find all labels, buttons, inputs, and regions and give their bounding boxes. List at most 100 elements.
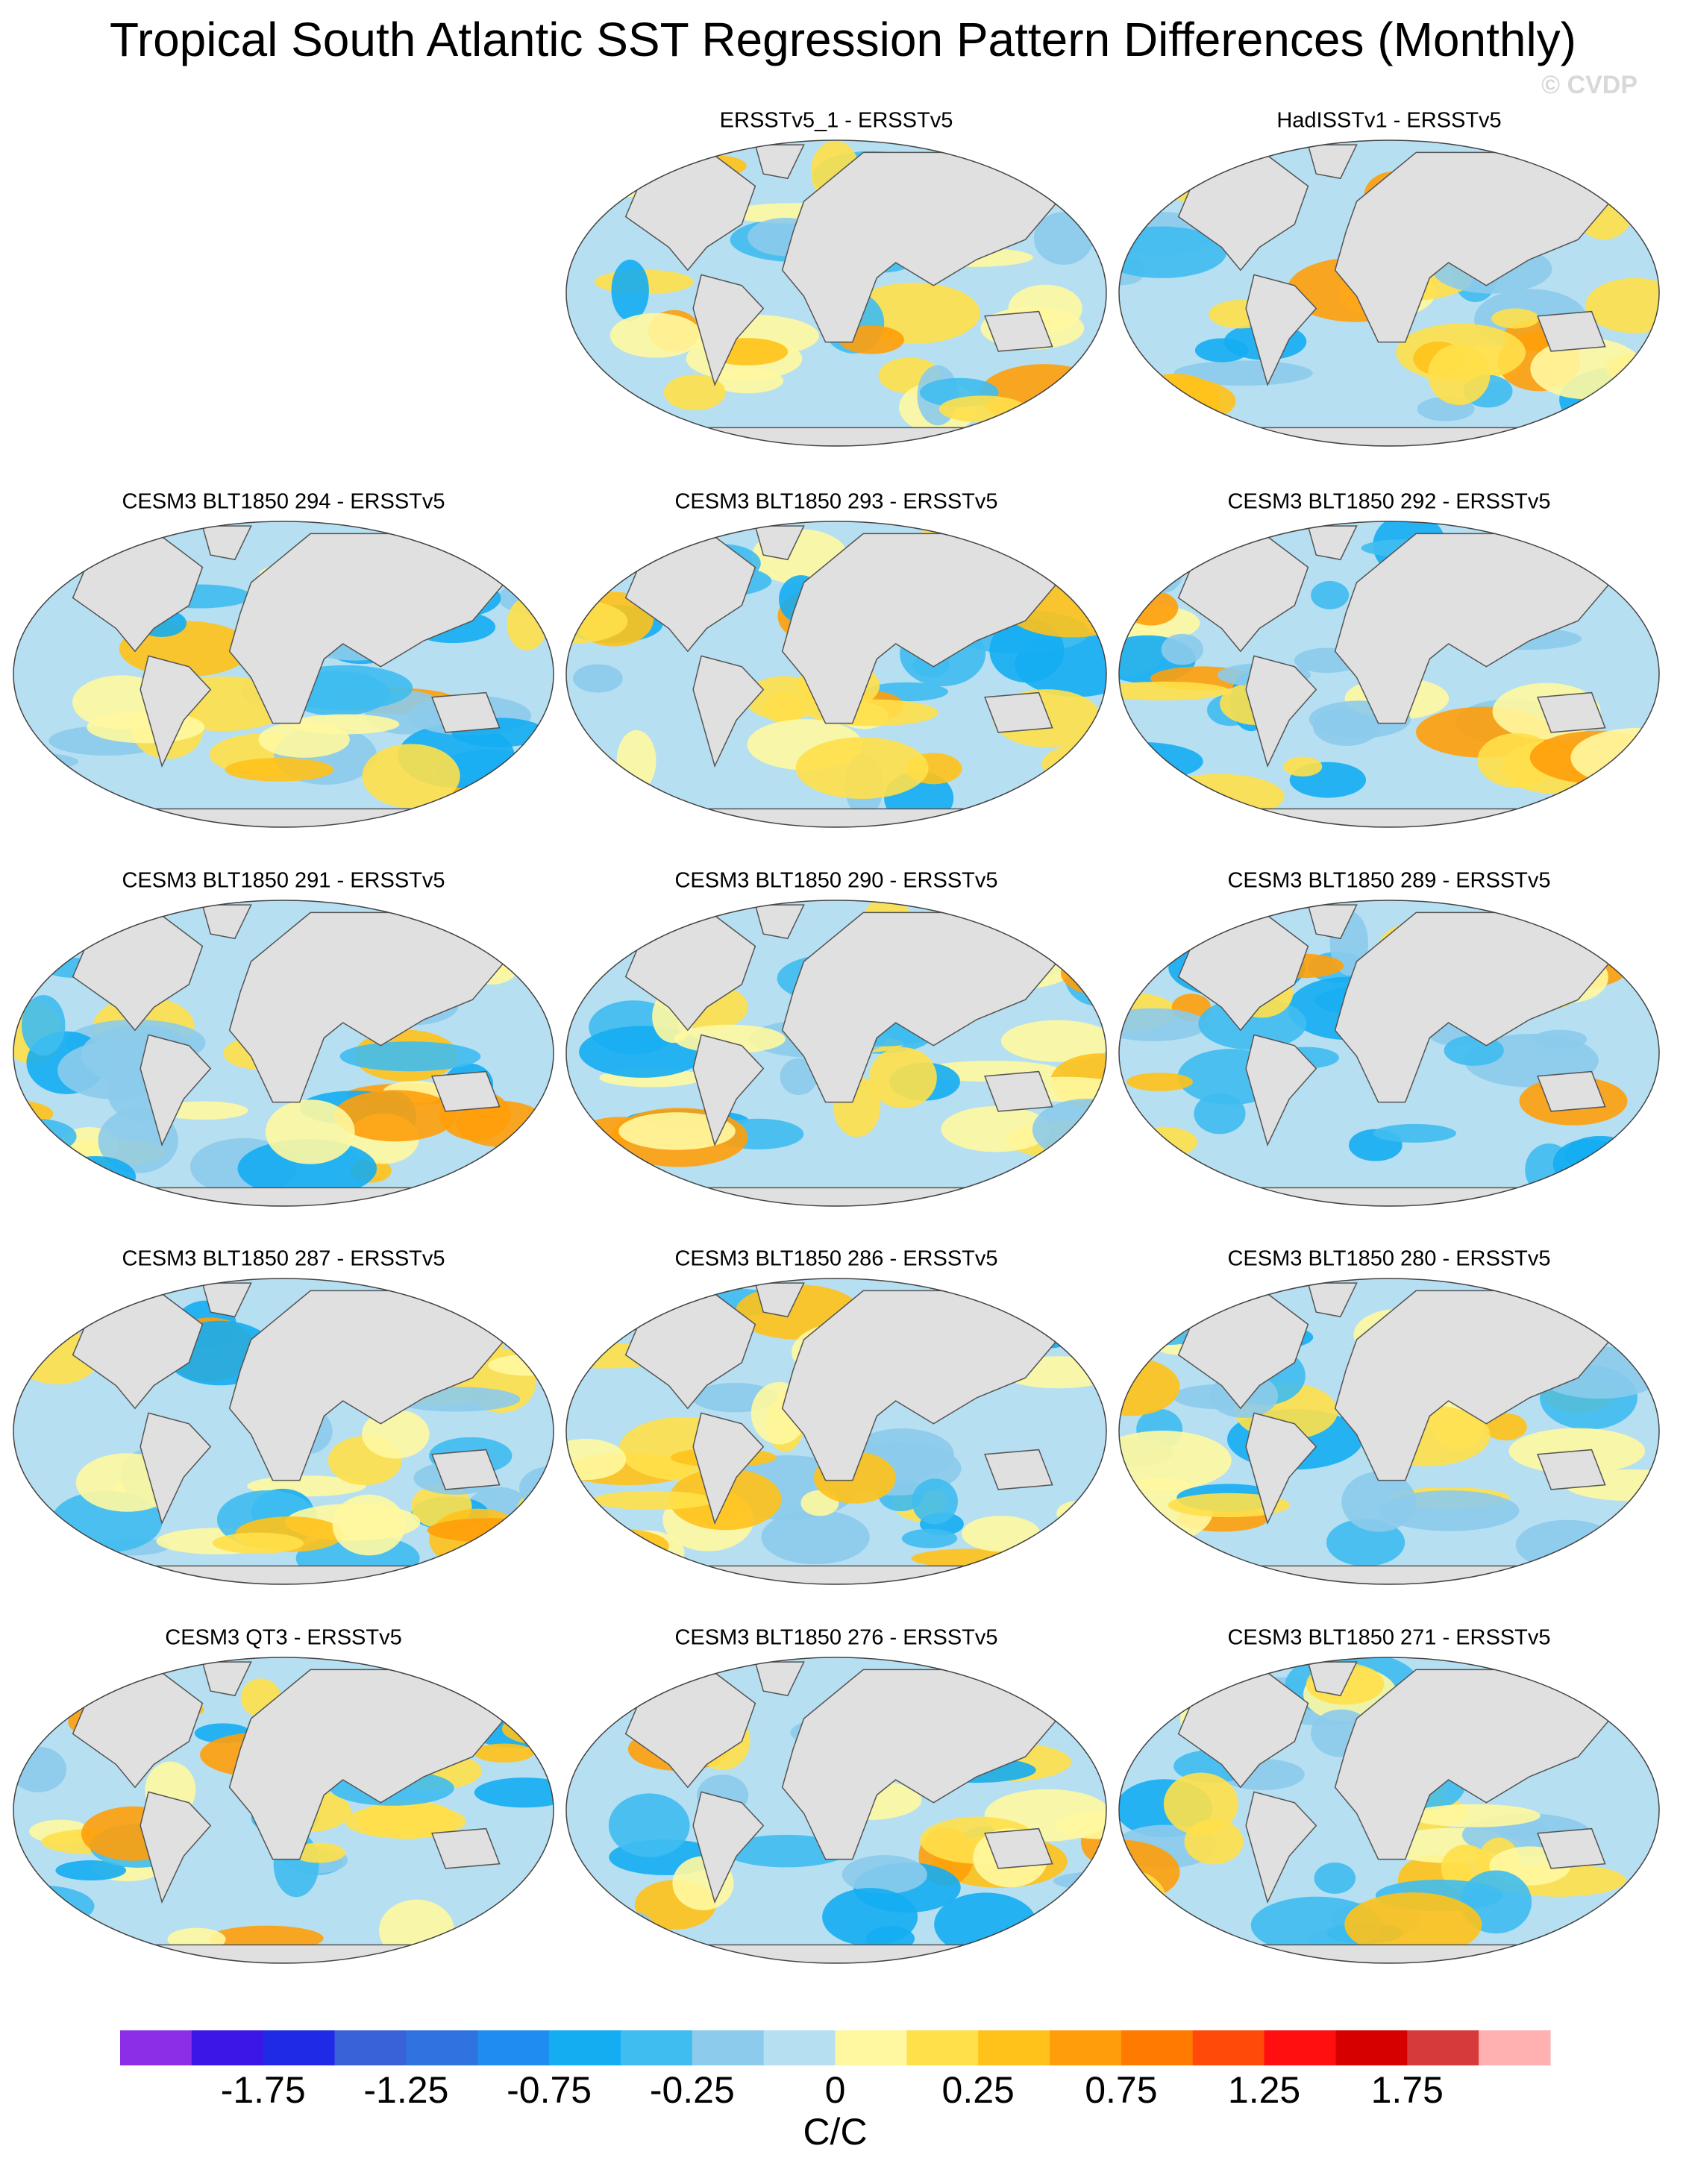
anomaly-region [901, 1528, 958, 1548]
anomaly-region [1119, 1292, 1185, 1318]
land [1307, 1282, 1358, 1318]
map [13, 1657, 554, 1963]
anomaly-region [566, 1888, 602, 1947]
land [121, 1565, 446, 1584]
anomaly-region [488, 1354, 554, 1376]
anomaly-region [429, 1508, 528, 1569]
land [1245, 274, 1317, 387]
land [121, 808, 446, 827]
panel-title: CESM3 BLT1850 280 - ERSSTv5 [1227, 1247, 1550, 1271]
anomaly-region [501, 1712, 554, 1745]
colorbar-box [120, 2030, 192, 2065]
colorbar-box [1479, 2030, 1551, 2065]
land [1226, 427, 1552, 446]
anomaly-region [1373, 1123, 1457, 1143]
anomaly-region [1168, 1493, 1291, 1518]
colorbar-label: 1.25 [1228, 2069, 1300, 2111]
anomaly-region [1124, 590, 1179, 626]
map-border [565, 1657, 1107, 1964]
land [431, 1827, 501, 1869]
land [984, 1449, 1053, 1490]
anomaly-region [566, 1893, 613, 1936]
anomaly-region [1044, 392, 1106, 430]
anomaly-region [795, 737, 929, 800]
anomaly-region [663, 374, 726, 411]
land [1307, 904, 1358, 940]
anomaly-region [1143, 547, 1184, 593]
panel-title: CESM3 QT3 - ERSSTv5 [165, 1626, 401, 1650]
colorbar-label: -1.75 [221, 2069, 306, 2111]
map [1119, 1278, 1659, 1584]
map-border [13, 1657, 554, 1964]
anomaly-region [1119, 1665, 1171, 1728]
land [1177, 154, 1309, 272]
map-border [1118, 900, 1660, 1207]
anomaly-region [1611, 163, 1658, 193]
panel-title: CESM3 BLT1850 293 - ERSSTv5 [674, 490, 997, 514]
anomaly-region [1051, 1508, 1106, 1556]
land [121, 1944, 446, 1963]
colorbar-box [1335, 2030, 1408, 2065]
land [140, 1412, 212, 1525]
anomaly-region [592, 1490, 714, 1510]
map [566, 1657, 1106, 1963]
anomaly-region [225, 758, 334, 782]
anomaly-region [1194, 338, 1249, 363]
anomaly-region [1130, 373, 1220, 431]
anomaly-region [1126, 1073, 1194, 1091]
panel-title: CESM3 BLT1850 289 - ERSSTv5 [1227, 869, 1550, 893]
map-border [565, 521, 1107, 828]
land [674, 1944, 999, 1963]
anomaly-region [1161, 633, 1203, 665]
anomaly-region [1048, 1658, 1090, 1704]
anomaly-region [1055, 1812, 1106, 1839]
land [1177, 914, 1309, 1032]
land [201, 904, 252, 940]
colorbar-box [477, 2030, 550, 2065]
colorbar-box [1121, 2030, 1194, 2065]
land [692, 274, 765, 387]
anomaly-region [1119, 1868, 1166, 1929]
land [692, 1034, 765, 1147]
panel-title: CESM3 BLT1850 294 - ERSSTv5 [122, 490, 445, 514]
anomaly-region [941, 1106, 1051, 1152]
map-border [565, 900, 1107, 1207]
map [566, 521, 1106, 827]
anomaly-region [998, 155, 1106, 183]
colorbar-label: -1.25 [363, 2069, 448, 2111]
land [1307, 525, 1358, 561]
anomaly-region [290, 714, 400, 735]
map-border [1118, 1657, 1660, 1964]
anomaly-region [333, 1090, 457, 1142]
land [1245, 1034, 1317, 1147]
land [1537, 1449, 1606, 1490]
land [692, 1412, 765, 1525]
land [1226, 808, 1552, 827]
land [1537, 1070, 1606, 1112]
anomaly-region [979, 364, 1106, 426]
anomaly-region [912, 1478, 958, 1525]
anomaly-region [1128, 1126, 1198, 1158]
land [431, 1070, 501, 1112]
anomaly-region [868, 1047, 937, 1108]
anomaly-region [1053, 553, 1106, 574]
anomaly-region [1515, 1519, 1619, 1570]
panel-title: CESM3 BLT1850 276 - ERSSTv5 [674, 1626, 997, 1650]
land [754, 144, 805, 180]
land [984, 310, 1053, 352]
anomaly-region [1250, 1896, 1382, 1954]
land [1226, 1187, 1552, 1206]
panel-title: CESM3 BLT1850 291 - ERSSTv5 [122, 869, 445, 893]
land [72, 914, 204, 1032]
anomaly-region [1629, 583, 1659, 612]
panel-title: ERSSTv5_1 - ERSSTv5 [720, 109, 953, 133]
anomaly-region [1047, 392, 1106, 446]
land [431, 1449, 501, 1490]
anomaly-region [1552, 1139, 1626, 1188]
anomaly-region [568, 1528, 669, 1563]
anomaly-region [212, 1532, 304, 1554]
colorbar-box [1264, 2030, 1336, 2065]
land [1177, 536, 1309, 653]
land [431, 691, 501, 733]
map [1119, 140, 1659, 446]
